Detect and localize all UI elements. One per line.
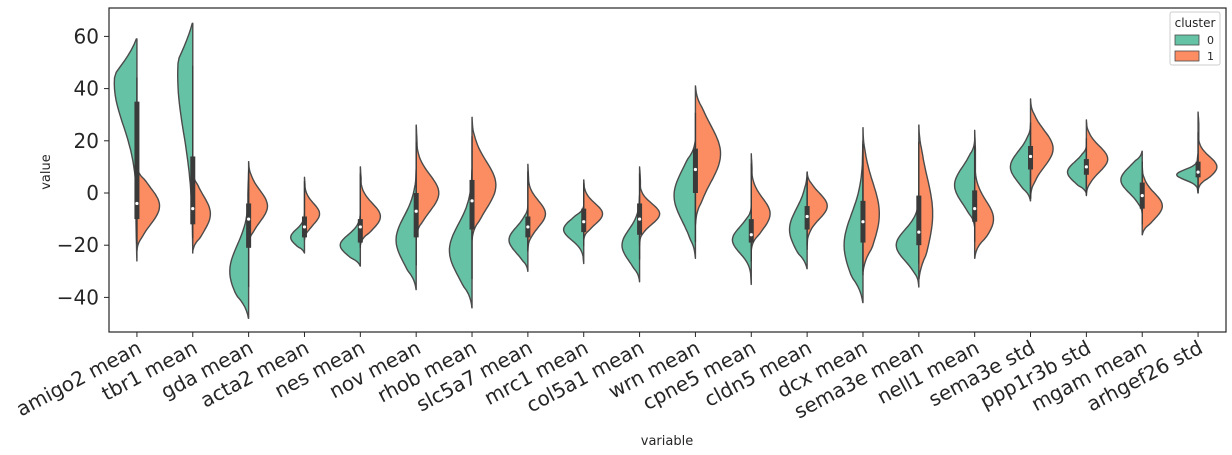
y-tick-label: 60 — [74, 24, 99, 48]
violin-half-cluster-1 — [862, 127, 880, 272]
violin-half-cluster-0 — [731, 205, 752, 286]
box-iqr — [357, 219, 363, 243]
violin-half-cluster-1 — [136, 166, 161, 252]
box-median — [693, 167, 698, 172]
violin-half-cluster-1 — [918, 124, 934, 280]
box-median — [247, 217, 251, 221]
legend-title: cluster — [1175, 16, 1216, 30]
violin-half-cluster-0 — [562, 205, 585, 265]
box-median — [358, 225, 362, 229]
legend-label-1: 1 — [1207, 50, 1214, 63]
violin-half-cluster-0 — [395, 168, 417, 291]
box-median — [414, 209, 418, 213]
violin-half-cluster-0 — [508, 205, 529, 272]
violins — [113, 22, 1218, 319]
box-median — [582, 220, 586, 224]
y-tick-label: 40 — [74, 77, 99, 101]
y-tick-label: −40 — [57, 285, 99, 309]
violin-half-cluster-0 — [788, 171, 808, 270]
box-median — [1084, 165, 1088, 169]
box-median — [861, 220, 865, 224]
box-iqr — [246, 203, 252, 248]
violin-half-cluster-0 — [1009, 124, 1032, 202]
box-iqr — [972, 190, 978, 222]
box-plots — [134, 65, 1201, 287]
box-median — [191, 207, 195, 211]
violin-half-cluster-1 — [1029, 98, 1054, 199]
x-axis-label: variable — [641, 434, 693, 449]
violin-half-cluster-1 — [583, 179, 604, 241]
y-axis-label: value — [39, 154, 54, 190]
violin-half-cluster-1 — [359, 166, 382, 246]
box-median — [470, 199, 474, 203]
box-median — [526, 225, 530, 229]
box-median — [973, 207, 977, 211]
violin-half-cluster-1 — [1141, 166, 1163, 236]
violin-half-cluster-1 — [694, 85, 722, 226]
box-iqr — [748, 219, 754, 243]
legend-swatch-1 — [1174, 50, 1200, 62]
y-tick-label: 20 — [74, 129, 99, 153]
y-axis: −40 −20 0 20 40 60 — [57, 24, 109, 309]
box-iqr — [190, 156, 196, 225]
box-median — [1140, 194, 1144, 198]
violin-half-cluster-0 — [1066, 145, 1088, 194]
box-median — [917, 230, 921, 234]
violin-half-cluster-1 — [806, 171, 828, 246]
violin-half-cluster-1 — [415, 124, 440, 241]
box-iqr — [413, 193, 419, 238]
box-median — [1196, 170, 1200, 174]
violin-half-cluster-1 — [1085, 119, 1109, 197]
violin-half-cluster-0 — [673, 140, 697, 259]
box-iqr — [1195, 161, 1201, 178]
y-tick-label: 0 — [86, 181, 99, 205]
box-median — [637, 217, 642, 221]
plot-frame — [108, 7, 1227, 333]
violin-half-cluster-1 — [471, 116, 497, 241]
violin-half-cluster-0 — [953, 140, 976, 228]
box-iqr — [469, 179, 475, 230]
box-iqr — [134, 101, 140, 220]
box-median — [1028, 154, 1033, 159]
box-median — [302, 225, 307, 229]
plot-background — [109, 8, 1226, 332]
legend: cluster 0 1 — [1169, 11, 1221, 66]
violin-half-cluster-0 — [1120, 150, 1143, 215]
violin-half-cluster-1 — [1197, 111, 1218, 192]
violin-half-cluster-1 — [192, 171, 212, 252]
box-median — [135, 201, 139, 206]
box-median — [749, 233, 753, 237]
y-tick-label: −20 — [57, 233, 99, 257]
box-iqr — [916, 195, 922, 246]
violin-half-cluster-0 — [113, 38, 138, 262]
legend-label-0: 0 — [1207, 34, 1214, 47]
violin-half-cluster-1 — [247, 160, 269, 246]
legend-swatch-0 — [1174, 34, 1200, 46]
box-median — [805, 214, 809, 219]
